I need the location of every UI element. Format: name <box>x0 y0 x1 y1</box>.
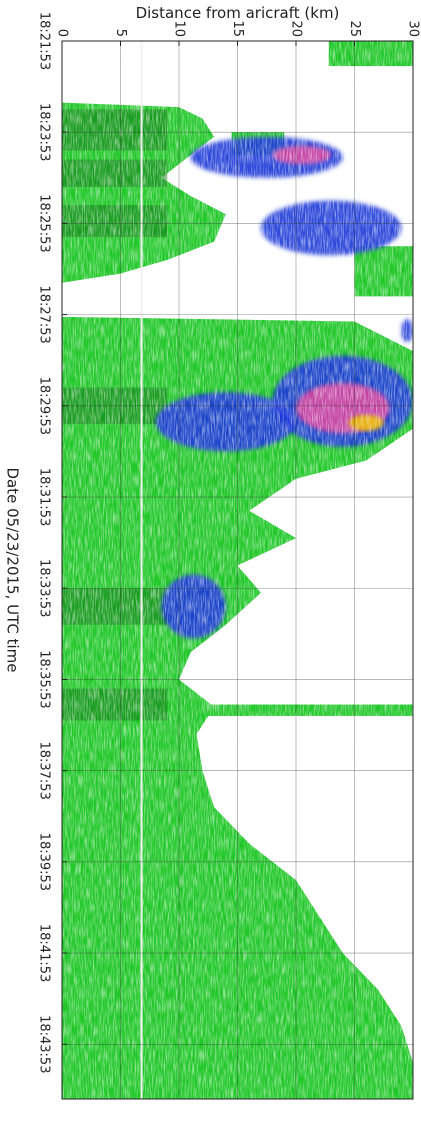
time-tick-label: 18:35:53 <box>37 650 52 708</box>
time-tick-label: 18:21:53 <box>37 12 52 70</box>
time-tick-label: 18:33:53 <box>37 559 52 617</box>
distance-tick-label: 10 <box>172 20 187 37</box>
time-tick-label: 18:43:53 <box>37 1015 52 1073</box>
distance-tick-label: 0 <box>55 29 70 37</box>
distance-tick-label: 25 <box>347 20 362 37</box>
time-tick-label: 18:25:53 <box>37 194 52 252</box>
time-tick-label: 18:31:53 <box>37 468 52 526</box>
distance-tick-label: 5 <box>113 29 128 37</box>
distance-tick-label: 20 <box>289 20 304 37</box>
time-tick-label: 18:39:53 <box>37 833 52 891</box>
time-axis: 18:21:53 18:23:53 18:25:53 18:27:53 18:29:53… <box>37 12 67 1073</box>
distance-tick-label: 15 <box>230 20 245 37</box>
time-tick-label: 18:27:53 <box>37 285 52 343</box>
distance-axis: 0 5 10 15 20 25 30 <box>55 20 421 46</box>
time-tick-label: 18:37:53 <box>37 741 52 799</box>
time-tick-label: 18:23:53 <box>37 103 52 161</box>
distance-axis-label: Distance from aricraft (km) <box>136 4 340 22</box>
time-axis-label: Date 05/23/2015, UTC time <box>4 467 22 672</box>
time-tick-label: 18:41:53 <box>37 924 52 982</box>
time-tick-label: 18:29:53 <box>37 377 52 435</box>
distance-tick-label: 30 <box>406 20 421 37</box>
